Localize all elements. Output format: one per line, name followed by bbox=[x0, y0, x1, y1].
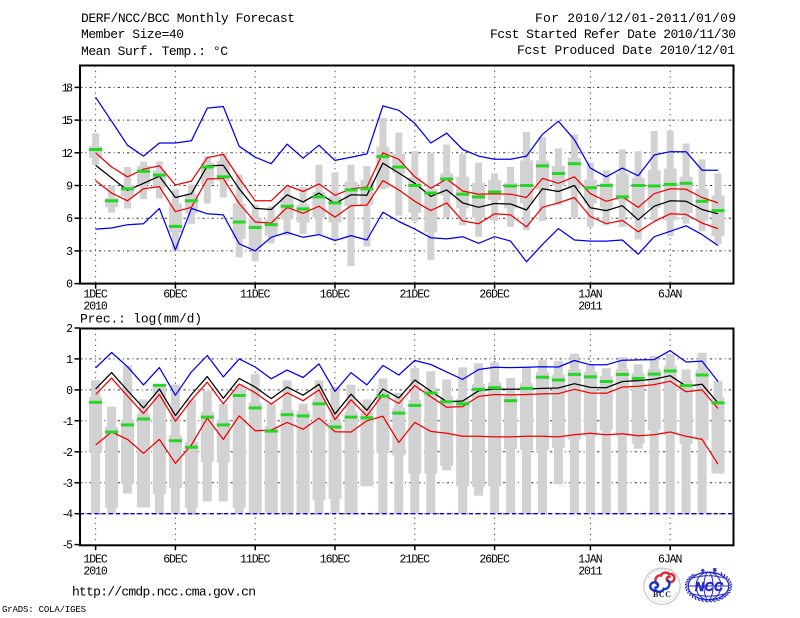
svg-text:Fcst Started Refer Date 2010/1: Fcst Started Refer Date 2010/11/30 bbox=[490, 27, 736, 42]
svg-text:-3: -3 bbox=[62, 478, 73, 491]
svg-text:2010: 2010 bbox=[83, 566, 107, 579]
svg-text:1JAN: 1JAN bbox=[578, 554, 602, 567]
svg-text:GrADS: COLA/IGES: GrADS: COLA/IGES bbox=[2, 605, 86, 615]
svg-text:21DEC: 21DEC bbox=[400, 289, 431, 302]
svg-text:18: 18 bbox=[62, 82, 73, 95]
svg-text:-2: -2 bbox=[62, 447, 73, 460]
svg-text:-5: -5 bbox=[62, 540, 73, 553]
svg-text:11DEC: 11DEC bbox=[240, 289, 271, 302]
svg-text:DERF/NCC/BCC Monthly Forecast: DERF/NCC/BCC Monthly Forecast bbox=[81, 11, 295, 26]
svg-text:3: 3 bbox=[66, 246, 73, 259]
svg-text:6DEC: 6DEC bbox=[163, 554, 187, 567]
svg-text:2011: 2011 bbox=[578, 566, 602, 579]
svg-text:-4: -4 bbox=[62, 509, 73, 522]
svg-text:http://cmdp.ncc.cma.gov.cn: http://cmdp.ncc.cma.gov.cn bbox=[72, 585, 256, 600]
svg-text:For 2010/12/01-2011/01/09: For 2010/12/01-2011/01/09 bbox=[535, 11, 736, 26]
svg-text:2011: 2011 bbox=[578, 301, 602, 314]
svg-text:Mean Surf. Temp.: °C: Mean Surf. Temp.: °C bbox=[81, 44, 228, 59]
svg-text:11DEC: 11DEC bbox=[240, 554, 271, 567]
svg-text:6: 6 bbox=[66, 213, 73, 226]
svg-text:1JAN: 1JAN bbox=[578, 289, 602, 302]
svg-text:0: 0 bbox=[66, 279, 73, 292]
svg-text:2010: 2010 bbox=[83, 301, 107, 314]
svg-text:6DEC: 6DEC bbox=[163, 289, 187, 302]
svg-text:16DEC: 16DEC bbox=[320, 554, 351, 567]
svg-text:1: 1 bbox=[66, 354, 73, 367]
svg-text:1DEC: 1DEC bbox=[83, 289, 107, 302]
svg-text:Prec.: log(mm/d): Prec.: log(mm/d) bbox=[80, 312, 202, 327]
svg-text:6JAN: 6JAN bbox=[658, 289, 682, 302]
svg-text:NCC: NCC bbox=[695, 580, 724, 594]
svg-text:Member Size=40: Member Size=40 bbox=[81, 27, 184, 42]
svg-text:BCC: BCC bbox=[653, 590, 671, 599]
svg-text:16DEC: 16DEC bbox=[320, 289, 351, 302]
svg-text:6JAN: 6JAN bbox=[658, 554, 682, 567]
svg-text:26DEC: 26DEC bbox=[479, 289, 510, 302]
svg-text:-1: -1 bbox=[62, 416, 73, 429]
svg-text:26DEC: 26DEC bbox=[479, 554, 510, 567]
svg-text:0: 0 bbox=[66, 385, 73, 398]
svg-text:Fcst Produced Date 2010/12/01: Fcst Produced Date 2010/12/01 bbox=[517, 43, 735, 58]
svg-text:12: 12 bbox=[62, 148, 73, 161]
svg-text:15: 15 bbox=[62, 115, 73, 128]
svg-text:1DEC: 1DEC bbox=[83, 554, 107, 567]
svg-text:9: 9 bbox=[66, 181, 73, 194]
svg-text:21DEC: 21DEC bbox=[400, 554, 431, 567]
svg-text:2: 2 bbox=[66, 323, 73, 336]
